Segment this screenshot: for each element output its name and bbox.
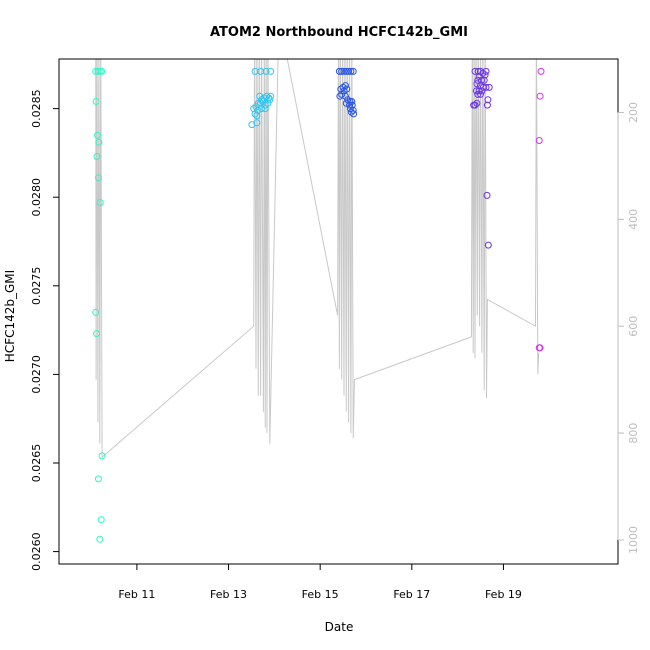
data-point: [95, 138, 103, 146]
data-point: [484, 96, 492, 104]
data-point: [335, 67, 343, 75]
y-tick-label: 0.0285: [30, 89, 43, 128]
data-point: [536, 344, 544, 352]
data-point: [264, 99, 272, 107]
data-point: [482, 67, 490, 75]
data-point: [347, 67, 355, 75]
y-tick-label: 0.0265: [30, 444, 43, 483]
data-point: [94, 67, 102, 75]
data-point: [92, 98, 100, 105]
series-feb-15: [335, 67, 358, 118]
data-point: [346, 101, 353, 109]
pressure-trace-line: [95, 59, 540, 459]
x-tick-label: Feb 11: [118, 588, 155, 601]
y-tick-label: 0.0275: [30, 267, 43, 306]
data-point: [474, 90, 482, 98]
data-point: [94, 131, 101, 139]
data-point: [338, 67, 346, 75]
x-tick-label: Feb 15: [302, 588, 339, 601]
data-point: [342, 67, 350, 75]
data-point: [340, 67, 348, 75]
data-point: [348, 101, 356, 109]
x-axis-label: Date: [325, 620, 354, 634]
x-tick-label: Feb 13: [210, 588, 247, 601]
data-point: [345, 67, 353, 75]
data-point: [98, 67, 106, 75]
data-point: [96, 199, 104, 206]
data-point: [93, 153, 101, 160]
data-point: [253, 112, 261, 120]
data-point: [485, 83, 493, 91]
data-point: [475, 73, 483, 81]
data-point: [257, 99, 265, 107]
data-point: [256, 92, 264, 100]
y-tick-label: 0.0270: [30, 355, 43, 394]
data-point: [338, 90, 346, 98]
data-point: [98, 452, 106, 460]
data-point: [482, 83, 490, 91]
data-point: [261, 105, 269, 113]
secondary-tick-label: 400: [627, 209, 640, 230]
y-tick-label: 0.0260: [30, 532, 43, 571]
data-point: [266, 96, 274, 104]
data-point: [349, 67, 357, 75]
data-point: [484, 241, 492, 249]
data-point: [349, 106, 357, 114]
x-tick-label: Feb 19: [485, 588, 522, 601]
data-point: [253, 119, 261, 127]
data-point: [251, 110, 259, 118]
series-feb-13: [248, 67, 275, 129]
secondary-y-axis: 200 400 600 800 1000: [617, 102, 640, 554]
data-point: [537, 67, 545, 75]
series-feb-10: [92, 67, 106, 543]
data-point: [93, 330, 101, 338]
secondary-tick-label: 1000: [627, 526, 640, 554]
data-point: [94, 174, 102, 182]
secondary-tick-label: 600: [627, 316, 640, 337]
secondary-tick-label: 200: [627, 102, 640, 123]
data-point: [478, 76, 485, 84]
data-point: [258, 105, 265, 113]
data-point: [478, 87, 486, 95]
data-point: [480, 76, 488, 84]
data-point: [471, 101, 479, 109]
data-point: [473, 80, 481, 88]
data-point: [536, 92, 544, 100]
data-point: [475, 87, 483, 95]
x-axis: Feb 11 Feb 13 Feb 15 Feb 17 Feb 19: [118, 563, 522, 601]
data-point: [350, 110, 358, 118]
data-point: [262, 67, 270, 75]
secondary-tick-label: 800: [627, 423, 640, 444]
series-feb-19: [535, 67, 545, 352]
data-point: [341, 92, 349, 100]
series-feb-18: [470, 67, 493, 249]
pressure-trace: [95, 59, 540, 459]
data-point: [474, 67, 482, 75]
data-point: [267, 92, 275, 100]
x-tick-label: Feb 17: [393, 588, 430, 601]
data-point: [483, 191, 491, 199]
y-tick-label: 0.0280: [30, 178, 43, 217]
data-point: [96, 535, 104, 543]
data-point: [92, 308, 100, 316]
chart-title: ATOM2 Northbound HCFC142b_GMI: [210, 25, 468, 40]
data-point: [535, 137, 543, 144]
data-point: [477, 90, 484, 98]
data-point: [267, 67, 275, 75]
data-point: [483, 101, 491, 109]
y-axis-label: HCFC142b_GMI: [3, 270, 17, 362]
data-point: [97, 516, 105, 524]
data-point: [94, 475, 102, 483]
y-axis: 0.0260 0.0265 0.0270 0.0275 0.0280 0.0285: [30, 89, 60, 571]
data-point: [254, 99, 262, 107]
data-points: [92, 67, 545, 543]
